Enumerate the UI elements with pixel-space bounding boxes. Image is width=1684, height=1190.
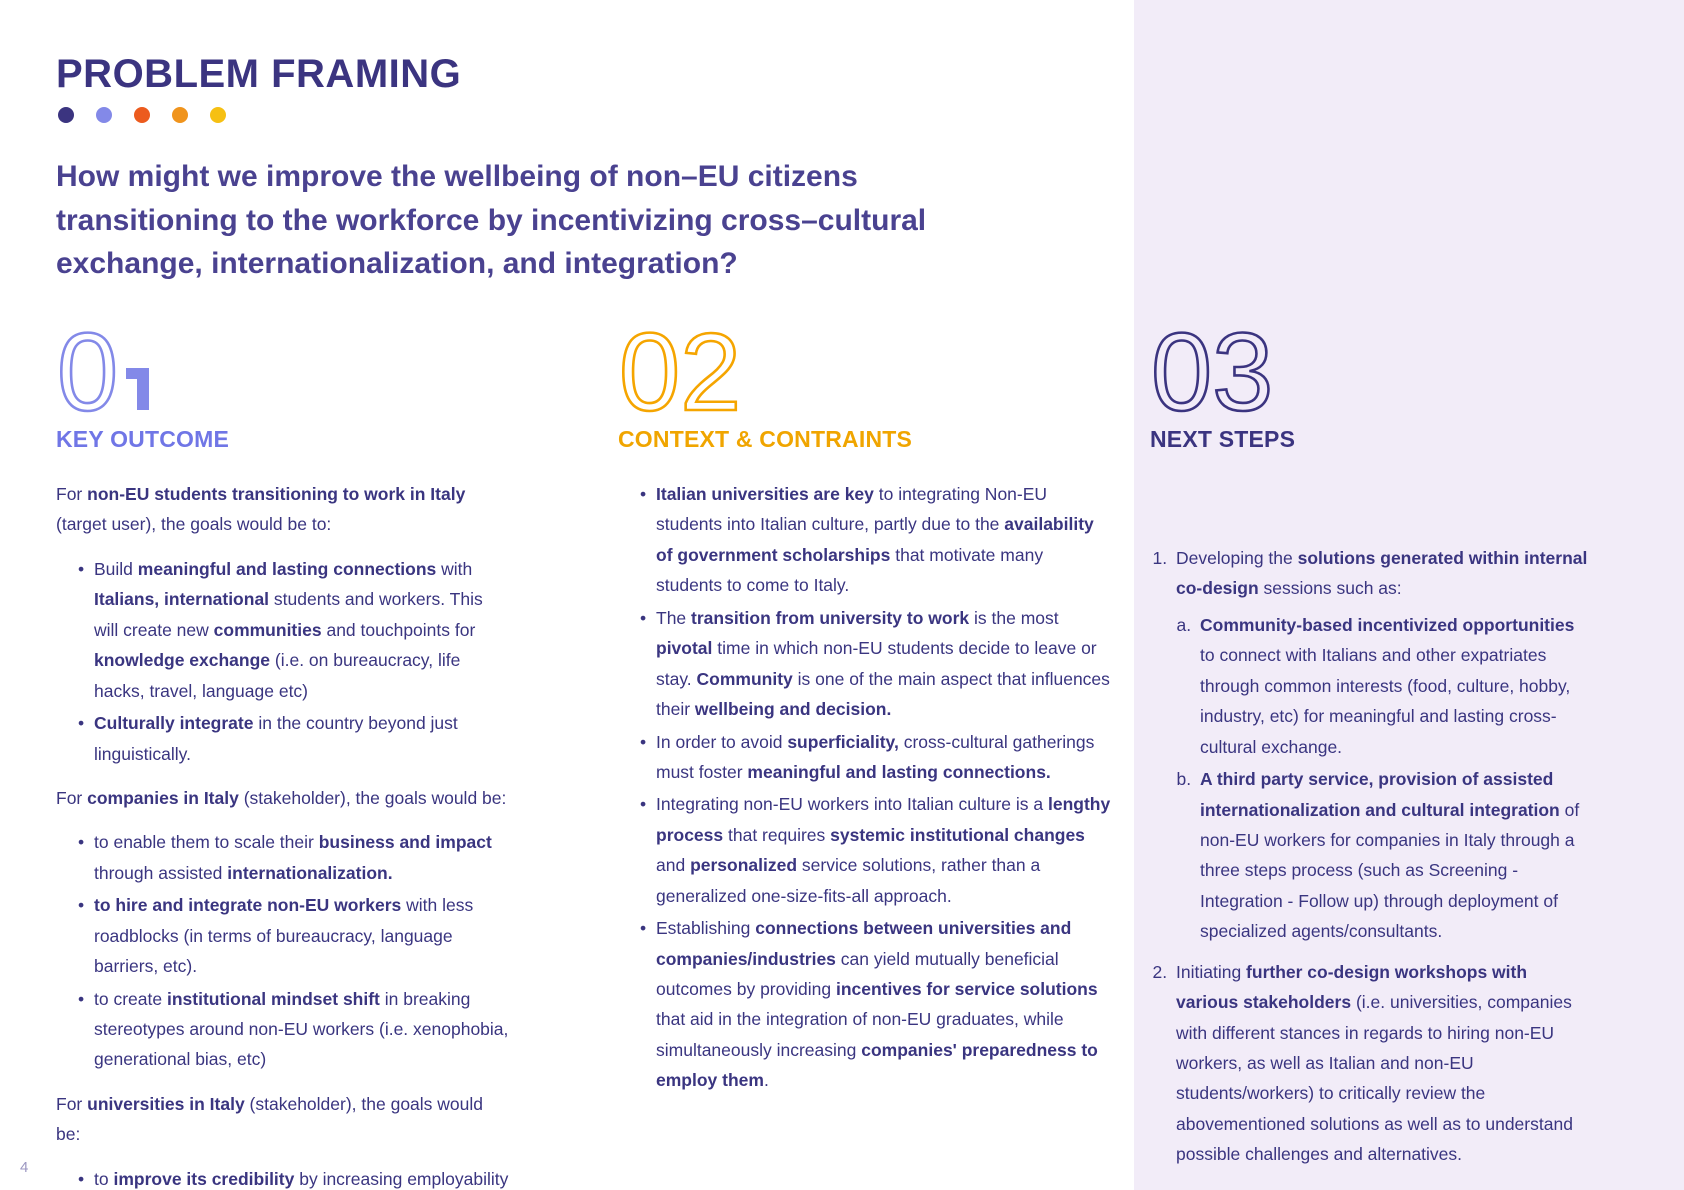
svg-text:0: 0 [57,311,118,434]
svg-text:02: 02 [619,311,741,434]
svg-text:03: 03 [1151,311,1273,434]
